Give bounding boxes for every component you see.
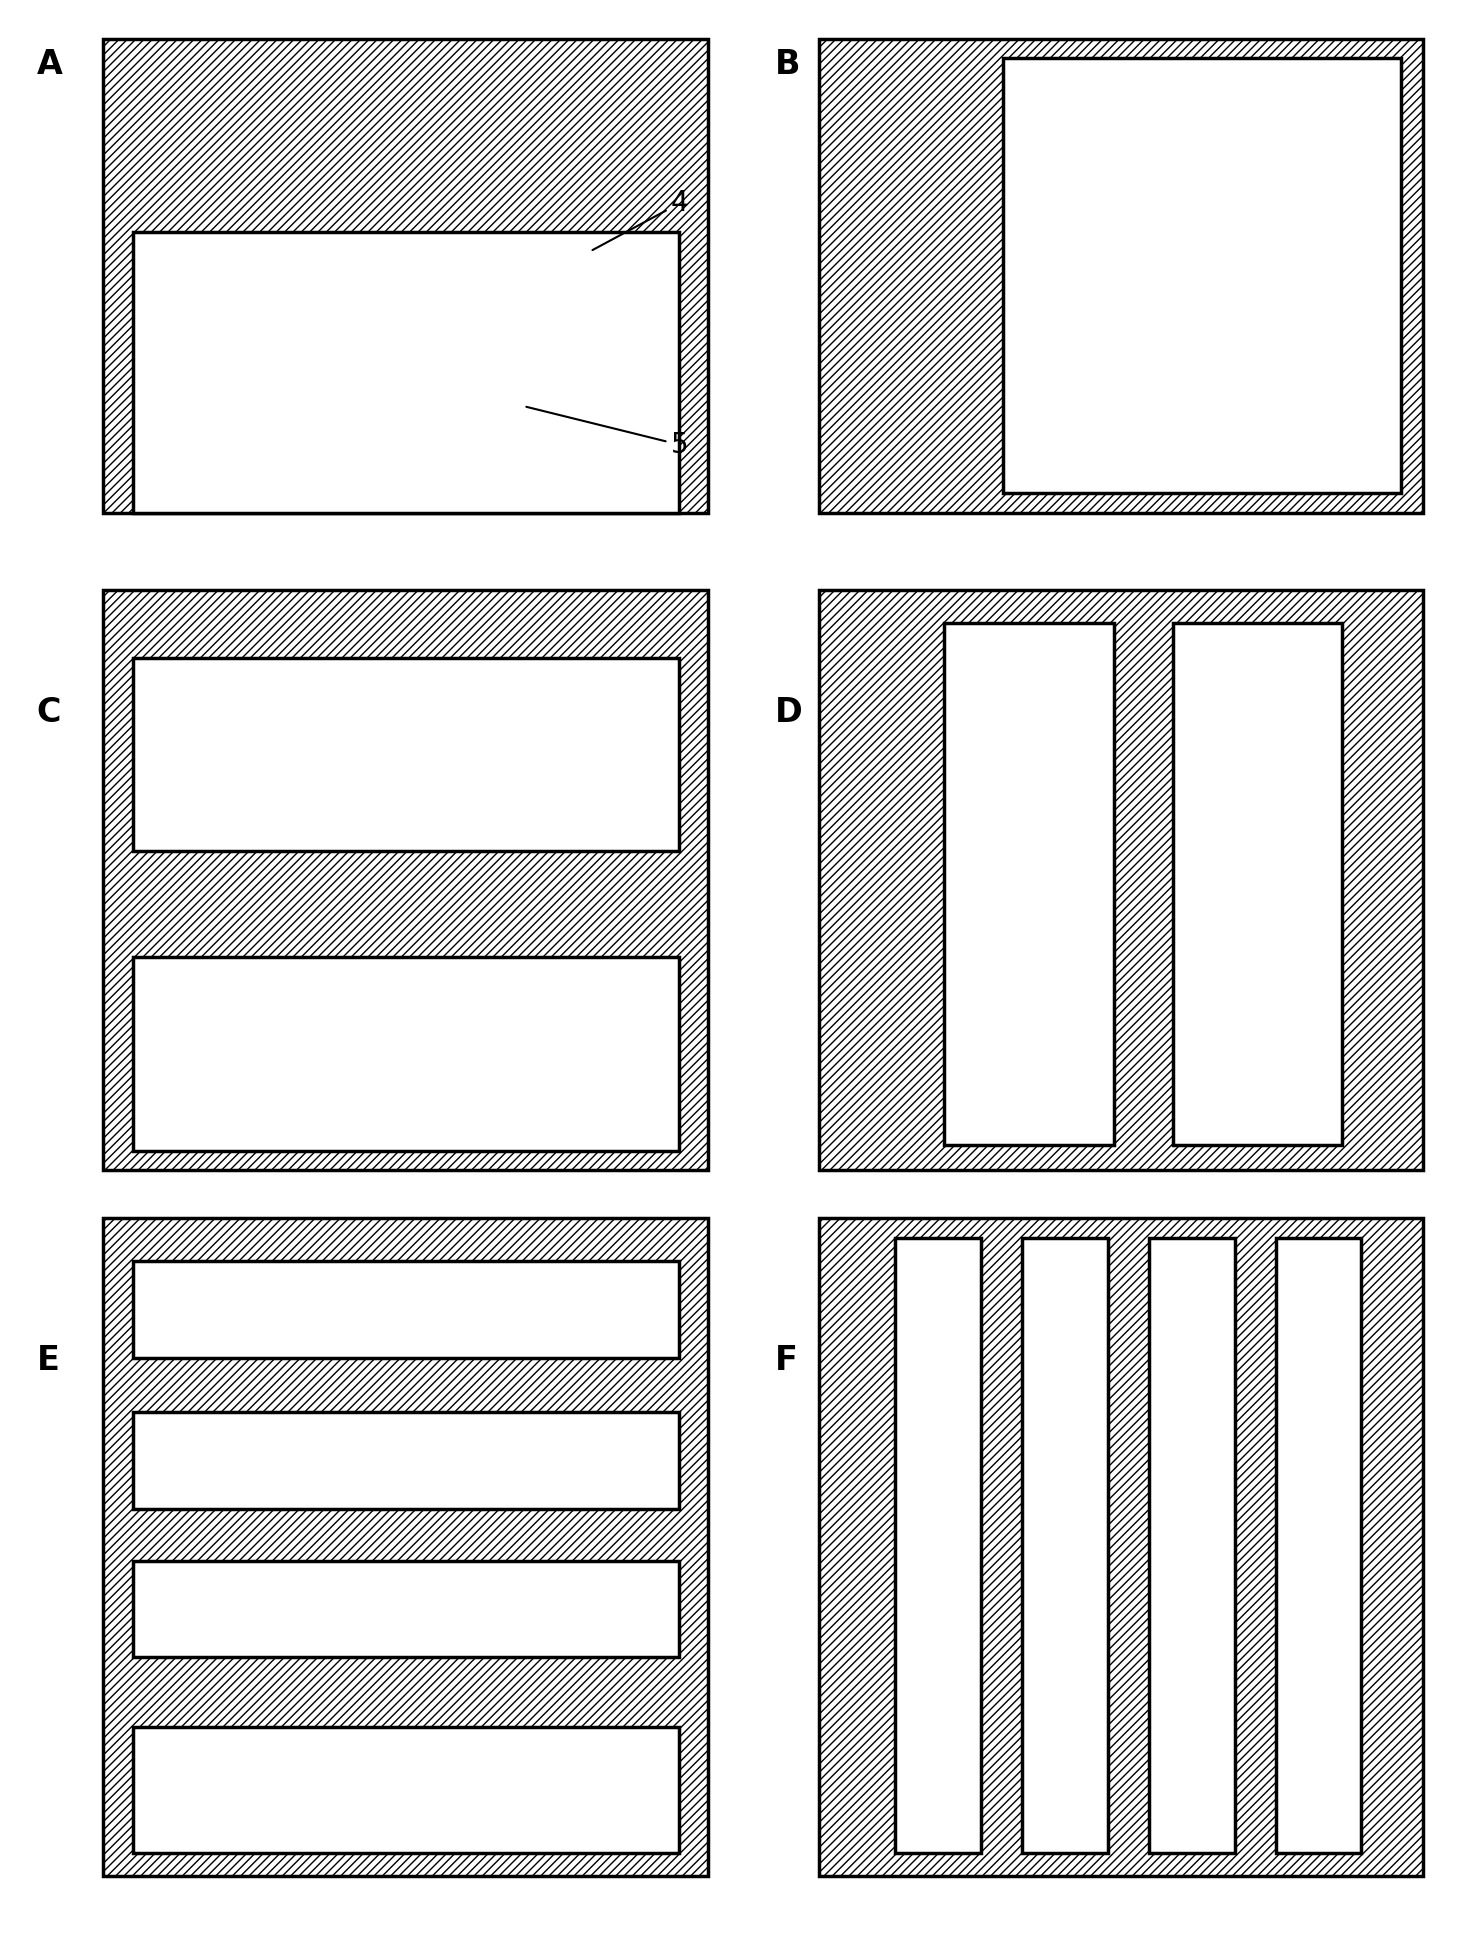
Bar [133,957,678,1151]
Bar [133,232,678,513]
Bar [133,1561,678,1657]
Bar [819,1218,1423,1876]
Bar [1003,58,1401,493]
Bar [819,590,1423,1170]
Text: B: B [774,48,799,81]
Text: C: C [37,696,62,729]
Bar [1276,1238,1361,1853]
Bar [133,1727,678,1853]
Text: A: A [37,48,63,81]
Bar [1173,623,1342,1145]
Text: 5: 5 [527,406,689,458]
Bar [819,39,1423,513]
Bar [103,590,708,1170]
Text: D: D [774,696,802,729]
Bar [133,658,678,851]
Bar [1149,1238,1235,1853]
Text: F: F [774,1344,798,1377]
Bar [103,39,708,513]
Text: 4: 4 [593,190,689,249]
Bar [133,1412,678,1509]
Bar [103,1218,708,1876]
Bar [133,1261,678,1358]
Text: E: E [37,1344,60,1377]
Bar [1022,1238,1108,1853]
Bar [944,623,1114,1145]
Bar [895,1238,981,1853]
